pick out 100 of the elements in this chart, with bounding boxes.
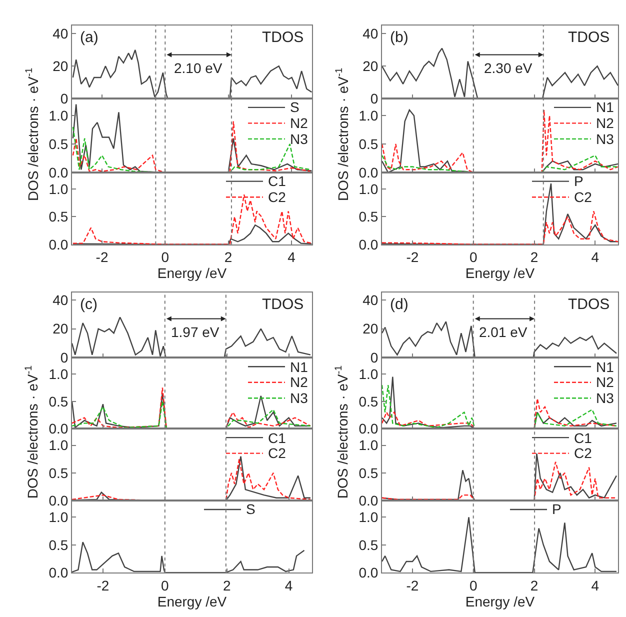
legend-label: C2 xyxy=(268,189,286,205)
y-tick-label: 0.0 xyxy=(48,564,68,580)
y-tick-label: 0 xyxy=(370,350,378,366)
y-tick-label: 0.0 xyxy=(358,164,378,180)
y-tick-label: 1.0 xyxy=(358,108,378,124)
annotation: TDOS xyxy=(568,29,610,46)
legend-label: N1 xyxy=(290,359,308,375)
y-tick-label: 0 xyxy=(370,90,378,106)
annotation: TDOS xyxy=(262,296,304,313)
y-tick-label: 0.0 xyxy=(48,236,68,252)
legend-label: P xyxy=(552,501,562,517)
x-tick-label: 4 xyxy=(591,249,600,266)
legend-label: N2 xyxy=(596,115,614,131)
y-tick-label: 0.5 xyxy=(48,393,68,410)
y-tick-label: 0.0 xyxy=(358,236,378,252)
legend-label: N2 xyxy=(596,374,614,390)
legend-label: C1 xyxy=(574,430,592,446)
legend-label: N1 xyxy=(596,359,614,375)
legend-label: N3 xyxy=(596,131,614,147)
y-tick-label: 0.0 xyxy=(48,420,68,437)
y-tick-label: 0.5 xyxy=(358,208,378,225)
x-axis-title: Energy /eV xyxy=(157,593,228,610)
x-tick-label: -2 xyxy=(96,249,108,266)
line-series xyxy=(72,194,312,244)
y-tick-label: 0.5 xyxy=(48,136,68,152)
y-tick-label: 0.5 xyxy=(48,536,68,553)
y-tick-label: 1.0 xyxy=(48,509,68,526)
y-tick-label: 0.5 xyxy=(48,464,68,481)
line-series xyxy=(72,104,312,172)
y-tick-label: 0.5 xyxy=(358,464,378,481)
x-tick-label: 4 xyxy=(591,577,600,594)
y-tick-label: 1.0 xyxy=(358,366,378,382)
y-tick-label: 40 xyxy=(52,292,68,308)
annotation: (b) xyxy=(390,29,408,46)
y-tick-label: 20 xyxy=(52,320,68,337)
y-tick-label: 20 xyxy=(362,320,378,337)
annotation: 2.01 eV xyxy=(479,324,528,340)
line-series xyxy=(72,316,312,358)
y-tick-label: 0.0 xyxy=(358,492,378,509)
annotation: (c) xyxy=(80,296,98,313)
y-tick-label: 0.0 xyxy=(358,564,378,580)
legend-label: C1 xyxy=(268,430,286,446)
y-tick-label: 20 xyxy=(362,58,378,74)
legend-label: N3 xyxy=(290,390,308,406)
line-series xyxy=(72,49,312,99)
y-tick-label: 0.5 xyxy=(358,393,378,410)
line-series xyxy=(72,542,305,573)
legend-label: C2 xyxy=(268,445,286,461)
y-tick-label: 40 xyxy=(362,292,378,308)
x-tick-label: 0 xyxy=(161,577,169,594)
y-tick-label: 0.5 xyxy=(48,208,68,225)
legend-label: S xyxy=(246,501,256,517)
x-tick-label: 0 xyxy=(469,249,478,266)
annotation: TDOS xyxy=(262,29,304,46)
x-tick-label: 2 xyxy=(222,577,231,594)
x-tick-label: 2 xyxy=(530,249,538,266)
y-tick-label: 40 xyxy=(52,26,68,42)
y-tick-label: 0.0 xyxy=(48,492,68,509)
x-tick-label: 2 xyxy=(530,577,538,594)
annotation: 2.10 eV xyxy=(174,60,223,76)
legend-label: N2 xyxy=(290,115,308,131)
legend-label: N1 xyxy=(596,99,614,115)
legend-label: P xyxy=(574,173,584,189)
annotation: TDOS xyxy=(568,296,610,313)
legend-label: N3 xyxy=(596,390,614,406)
x-tick-label: -2 xyxy=(96,577,110,594)
line-series xyxy=(382,48,618,99)
annotation: 1.97 eV xyxy=(171,324,220,340)
line-series xyxy=(382,516,618,573)
y-tick-label: 40 xyxy=(362,26,378,42)
y-tick-label: 20 xyxy=(52,58,68,74)
y-tick-label: 0.5 xyxy=(358,136,378,152)
y-tick-label: 1.0 xyxy=(358,180,378,197)
x-tick-label: 0 xyxy=(469,577,478,594)
y-tick-label: 1.0 xyxy=(48,437,68,454)
y-tick-label: 1.0 xyxy=(48,366,68,382)
x-tick-label: -2 xyxy=(406,249,419,266)
x-axis-title: Energy /eV xyxy=(465,593,536,610)
annotation: (a) xyxy=(80,29,98,46)
x-tick-label: 4 xyxy=(284,577,293,594)
x-tick-label: 2 xyxy=(224,249,232,266)
legend-label: S xyxy=(290,99,300,115)
legend-label: C2 xyxy=(574,189,592,205)
y-tick-label: 1.0 xyxy=(358,437,378,454)
y-tick-label: 0.0 xyxy=(358,420,378,437)
y-tick-label: 1.0 xyxy=(358,509,378,526)
y-tick-label: 0.5 xyxy=(358,536,378,553)
y-tick-label: 0 xyxy=(60,350,68,366)
x-tick-label: 0 xyxy=(161,249,170,266)
y-tick-label: 0.0 xyxy=(48,164,68,180)
y-tick-label: 1.0 xyxy=(48,108,68,124)
x-tick-label: 4 xyxy=(288,249,296,266)
y-tick-label: 0 xyxy=(60,90,68,106)
x-axis-title: Energy /eV xyxy=(157,265,228,282)
annotation: 2.30 eV xyxy=(484,60,533,76)
legend-label: C1 xyxy=(268,173,286,189)
annotation: (d) xyxy=(390,296,408,313)
x-axis-title: Energy /eV xyxy=(465,265,536,282)
legend-label: N2 xyxy=(290,374,308,390)
legend-label: N3 xyxy=(290,131,308,147)
